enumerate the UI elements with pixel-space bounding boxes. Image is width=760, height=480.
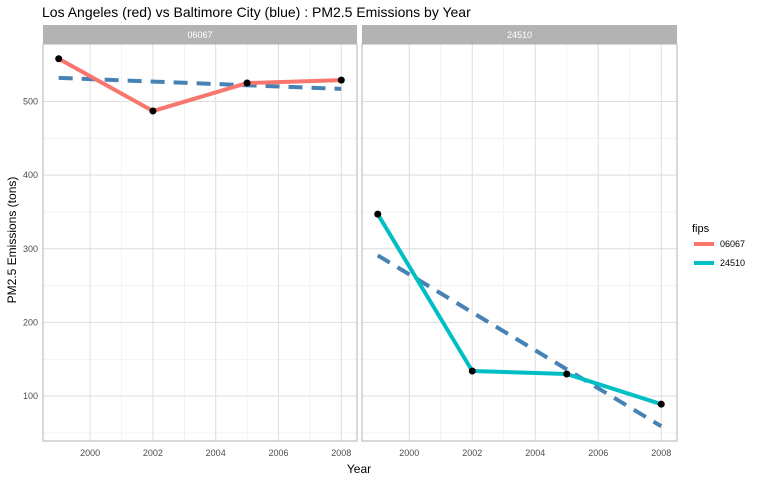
x-tick-label: 2002: [462, 448, 482, 458]
y-tick-label: 100: [23, 391, 38, 401]
x-tick-label: 2004: [525, 448, 545, 458]
facet-panel-24510: 24510 2000 2002 2004 2006 2008: [361, 25, 678, 458]
legend-label: 24510: [720, 258, 745, 268]
data-point: [657, 400, 665, 408]
x-tick-label: 2000: [399, 448, 419, 458]
y-tick-label: 300: [23, 244, 38, 254]
x-tick-label: 2008: [651, 448, 671, 458]
panel-border: [42, 43, 358, 442]
data-point: [149, 107, 157, 115]
facet-panels: 100 200 300 400 500 06067 2000 2002 2004 2006 2008…: [23, 25, 678, 458]
legend-title: fips: [692, 223, 710, 235]
series-line-24510: [376, 213, 662, 407]
chart-title: Los Angeles (red) vs Baltimore City (blu…: [42, 4, 471, 20]
y-tick-label: 400: [23, 170, 38, 180]
data-point: [468, 367, 476, 375]
trend-line: [376, 253, 663, 428]
strip-background: [43, 25, 357, 44]
data-point: [563, 370, 571, 378]
x-tick-label: 2008: [331, 448, 351, 458]
x-axis-title: Year: [347, 462, 371, 476]
x-tick-label: 2000: [80, 448, 100, 458]
panel-border: [361, 43, 678, 442]
data-point: [337, 76, 345, 84]
x-tick-label: 2002: [143, 448, 163, 458]
data-point: [243, 79, 251, 87]
facet-panel-06067: 06067 2000 2002 2004 2006 2008: [42, 25, 358, 458]
x-tick-label: 2006: [268, 448, 288, 458]
strip-label: 06067: [187, 30, 212, 40]
data-point: [374, 210, 382, 218]
legend-label: 06067: [720, 239, 745, 249]
legend: fips 06067 24510: [692, 223, 745, 268]
y-tick-label: 500: [23, 96, 38, 106]
trend-line: [58, 75, 342, 91]
x-tick-label: 2004: [206, 448, 226, 458]
x-tick-label: 2006: [588, 448, 608, 458]
strip-background: [362, 25, 677, 44]
series-line-06067: [57, 56, 342, 114]
y-axis-title: PM2.5 Emissions (tons): [5, 177, 19, 304]
data-point: [55, 55, 63, 63]
y-tick-label: 200: [23, 317, 38, 327]
strip-label: 24510: [507, 30, 532, 40]
